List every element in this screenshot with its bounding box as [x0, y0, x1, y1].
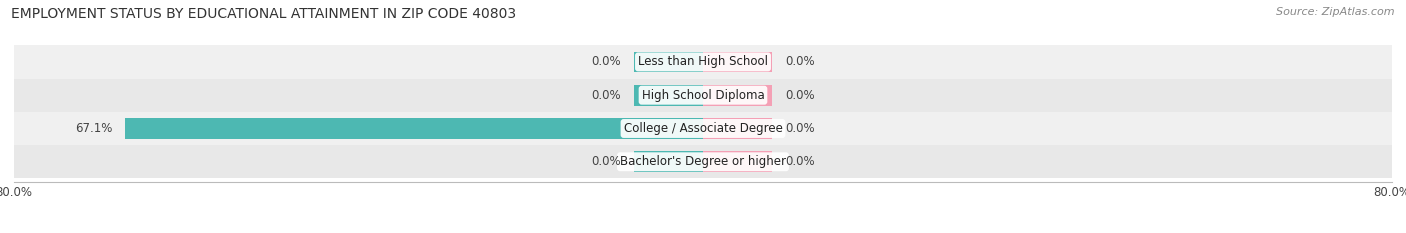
Bar	[703, 118, 772, 139]
Bar	[14, 79, 1392, 112]
Text: 0.0%: 0.0%	[592, 155, 621, 168]
Text: 0.0%: 0.0%	[785, 122, 814, 135]
Bar	[14, 145, 1392, 178]
Text: 0.0%: 0.0%	[592, 55, 621, 69]
Bar	[634, 85, 703, 106]
Text: 0.0%: 0.0%	[785, 89, 814, 102]
Text: 0.0%: 0.0%	[785, 55, 814, 69]
Text: 0.0%: 0.0%	[785, 155, 814, 168]
Text: Less than High School: Less than High School	[638, 55, 768, 69]
Text: 0.0%: 0.0%	[592, 89, 621, 102]
Bar	[703, 151, 772, 172]
Bar	[14, 112, 1392, 145]
Text: High School Diploma: High School Diploma	[641, 89, 765, 102]
Text: College / Associate Degree: College / Associate Degree	[624, 122, 782, 135]
Bar	[14, 45, 1392, 79]
Bar	[634, 151, 703, 172]
Bar	[703, 85, 772, 106]
Bar	[634, 51, 703, 72]
Text: 67.1%: 67.1%	[75, 122, 112, 135]
Text: Bachelor's Degree or higher: Bachelor's Degree or higher	[620, 155, 786, 168]
Text: EMPLOYMENT STATUS BY EDUCATIONAL ATTAINMENT IN ZIP CODE 40803: EMPLOYMENT STATUS BY EDUCATIONAL ATTAINM…	[11, 7, 516, 21]
Text: Source: ZipAtlas.com: Source: ZipAtlas.com	[1277, 7, 1395, 17]
Bar	[125, 118, 703, 139]
Bar	[703, 51, 772, 72]
